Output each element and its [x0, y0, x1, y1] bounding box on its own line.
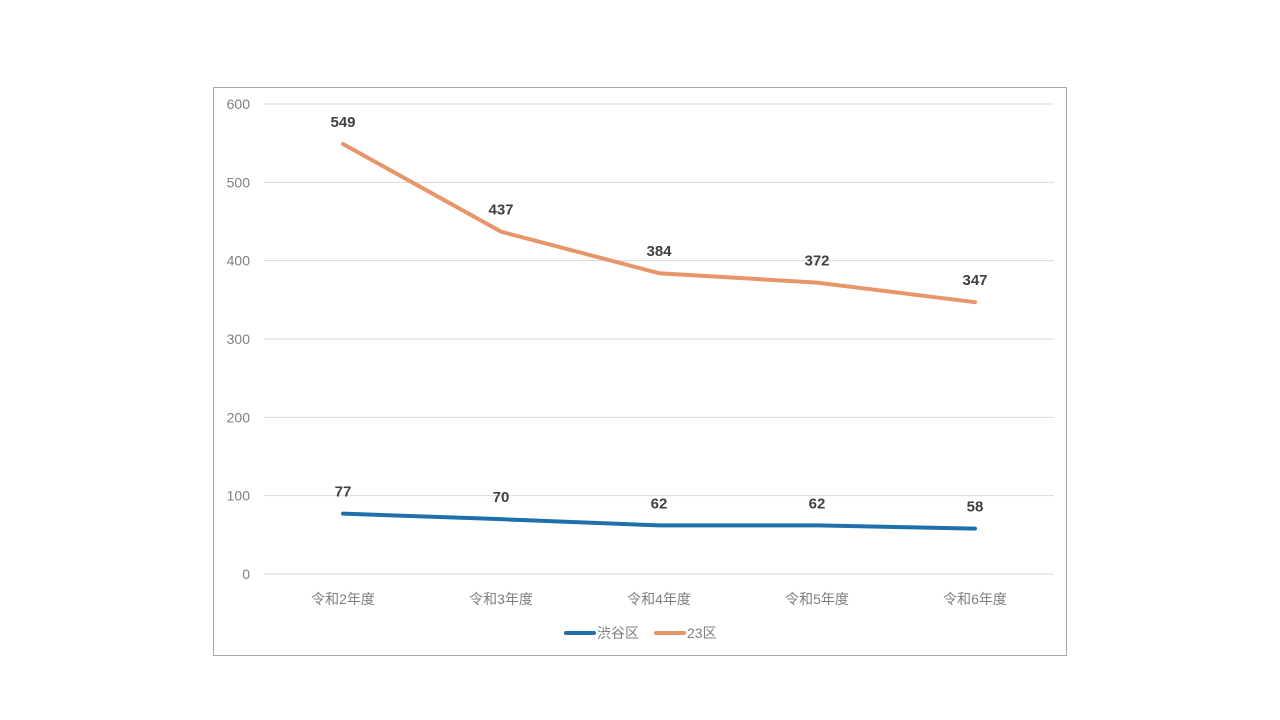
data-label: 58 [967, 499, 984, 516]
data-label: 372 [804, 253, 829, 270]
data-label: 347 [962, 272, 987, 289]
y-tick-label: 500 [227, 174, 251, 190]
x-tick-label: 令和6年度 [943, 591, 1007, 607]
y-tick-label: 400 [227, 253, 251, 269]
series-lines [341, 141, 977, 531]
data-label: 384 [646, 243, 672, 260]
x-tick-label: 令和4年度 [627, 591, 691, 607]
data-label: 437 [488, 202, 513, 219]
data-label: 549 [330, 114, 355, 131]
series-line-1 [341, 141, 977, 305]
legend: 渋谷区 23区 [564, 625, 717, 641]
series-line-0 [341, 511, 977, 531]
data-label: 62 [809, 495, 826, 512]
data-label: 70 [493, 489, 510, 506]
y-tick-label: 100 [227, 488, 251, 504]
x-tick-label: 令和2年度 [311, 591, 375, 607]
y-tick-label: 300 [227, 331, 251, 347]
legend-label: 渋谷区 [597, 625, 639, 641]
gridlines [264, 103, 1054, 575]
y-axis-tick-labels: 0 100 200 300 400 500 600 [227, 96, 251, 582]
x-axis-tick-labels: 令和2年度 令和3年度 令和4年度 令和5年度 令和6年度 [311, 591, 1007, 607]
chart-area: 0 100 200 300 400 500 600 令和2年度 令和3年度 令和4年度 令和5年度… [213, 87, 1067, 656]
y-tick-label: 0 [242, 566, 250, 582]
data-label: 77 [335, 484, 352, 501]
x-tick-label: 令和3年度 [469, 591, 533, 607]
legend-label: 23区 [687, 625, 717, 641]
data-label: 62 [651, 495, 668, 512]
data-labels: 77 70 62 62 58 549 437 384 372 347 [330, 114, 987, 516]
x-tick-label: 令和5年度 [785, 591, 849, 607]
y-tick-label: 600 [227, 96, 251, 112]
y-tick-label: 200 [227, 409, 251, 425]
line-chart: 0 100 200 300 400 500 600 令和2年度 令和3年度 令和4年度 令和5年度… [227, 96, 1054, 641]
